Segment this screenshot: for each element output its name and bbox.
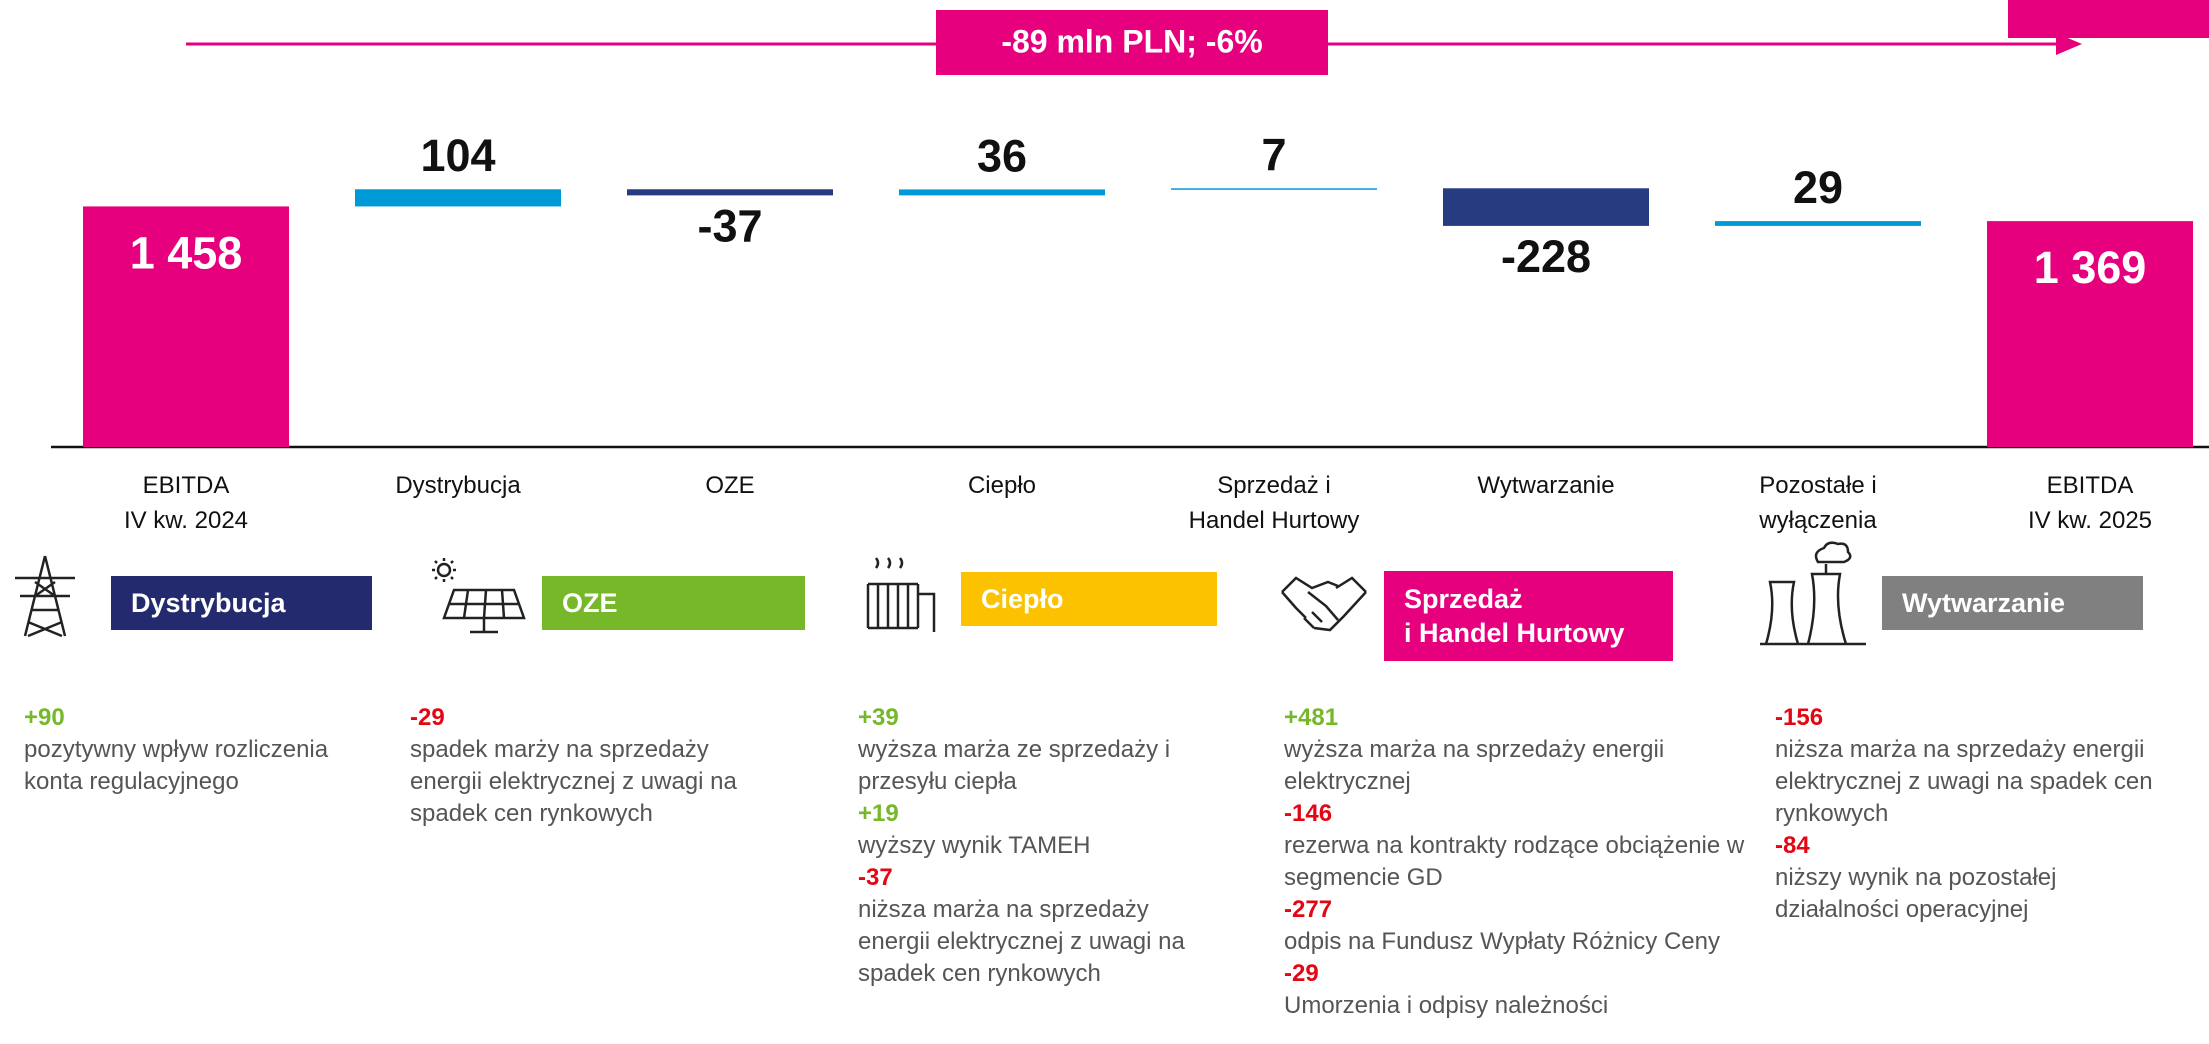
note-value: +481 <box>1284 704 1339 731</box>
category-label: Dystrybucja <box>395 472 521 499</box>
note-value: -146 <box>1284 800 1333 827</box>
section-header: OZE <box>542 576 805 630</box>
note-value: -37 <box>858 864 893 891</box>
bar <box>1171 188 1377 190</box>
note-text: niższa marża na sprzedaży energii elektr… <box>1775 736 2153 827</box>
value-label: 1 369 <box>2034 242 2147 293</box>
note-text: wyższy wynik TAMEH <box>858 832 1091 859</box>
icon-plant <box>1760 541 1866 646</box>
note-value: +39 <box>858 704 899 731</box>
note-value: -29 <box>410 704 445 731</box>
notes: +90 pozytywny wpływ rozliczenia konta reg… <box>24 702 369 798</box>
arrow-head <box>2056 33 2082 55</box>
category-label: Sprzedaż i Handel Hurtowy <box>1189 472 1360 534</box>
icon-radiator <box>866 557 936 632</box>
corner-tab <box>2008 0 2209 38</box>
section-header: Wytwarzanie <box>1882 576 2143 630</box>
note-value: -277 <box>1284 896 1333 923</box>
icon-pylon <box>15 555 75 638</box>
note-text: Umorzenia i odpisy należności <box>1284 992 1609 1019</box>
bar <box>899 189 1105 196</box>
note-text: wyższa marża na sprzedaży energii elektr… <box>1284 736 1665 795</box>
notes: -156 niższa marża na sprzedaży energii el… <box>1775 702 2185 926</box>
bar <box>83 206 289 447</box>
category-label: EBITDA IV kw. 2025 <box>2028 472 2152 534</box>
note-value: +19 <box>858 800 899 827</box>
bar <box>1715 221 1921 226</box>
note-value: +90 <box>24 704 65 731</box>
icon-handshake <box>1281 576 1367 632</box>
note-text: odpis na Fundusz Wypłaty Różnicy Ceny <box>1284 928 1720 955</box>
section-header: Dystrybucja <box>111 576 372 630</box>
category-label: Ciepło <box>968 472 1036 499</box>
value-label: 7 <box>1261 129 1286 180</box>
category-label: Wytwarzanie <box>1477 472 1614 499</box>
note-value: -156 <box>1775 704 1824 731</box>
value-label: 1 458 <box>130 227 243 278</box>
section-header: Ciepło <box>961 572 1217 626</box>
note-value: -29 <box>1284 960 1319 987</box>
category-label: OZE <box>705 472 754 499</box>
bar <box>355 189 561 207</box>
category-label: Pozostałe i wyłączenia <box>1758 472 1877 534</box>
section-header: Sprzedaż i Handel Hurtowy <box>1384 571 1673 661</box>
icon-solar <box>432 558 526 634</box>
bar <box>627 189 833 196</box>
notes: +481 wyższa marża na sprzedaży energii el… <box>1284 702 1754 1022</box>
note-value: -84 <box>1775 832 1810 859</box>
note-text: spadek marży na sprzedaży energii elektr… <box>410 736 737 827</box>
value-label: 104 <box>420 130 495 181</box>
bar <box>1987 221 2193 447</box>
notes: +39 wyższa marża ze sprzedaży i przesyłu … <box>858 702 1218 990</box>
note-text: niższa marża na sprzedaży energii elektr… <box>858 896 1185 987</box>
value-label: -228 <box>1501 231 1591 282</box>
value-label: 29 <box>1793 162 1843 213</box>
category-label: EBITDA IV kw. 2024 <box>124 472 248 534</box>
note-text: rezerwa na kontrakty rodzące obciążenie … <box>1284 832 1745 891</box>
note-text: pozytywny wpływ rozliczenia konta regula… <box>24 736 329 795</box>
bar <box>1443 188 1649 226</box>
banner-text: -89 mln PLN; -6% <box>1001 23 1262 59</box>
notes: -29 spadek marży na sprzedaży energii ele… <box>410 702 770 830</box>
note-text: wyższa marża ze sprzedaży i przesyłu cie… <box>858 736 1171 795</box>
value-label: 36 <box>977 130 1027 181</box>
value-label: -37 <box>697 200 762 251</box>
note-text: niższy wynik na pozostałej działalności … <box>1775 864 2057 923</box>
banner-box <box>936 10 1328 75</box>
